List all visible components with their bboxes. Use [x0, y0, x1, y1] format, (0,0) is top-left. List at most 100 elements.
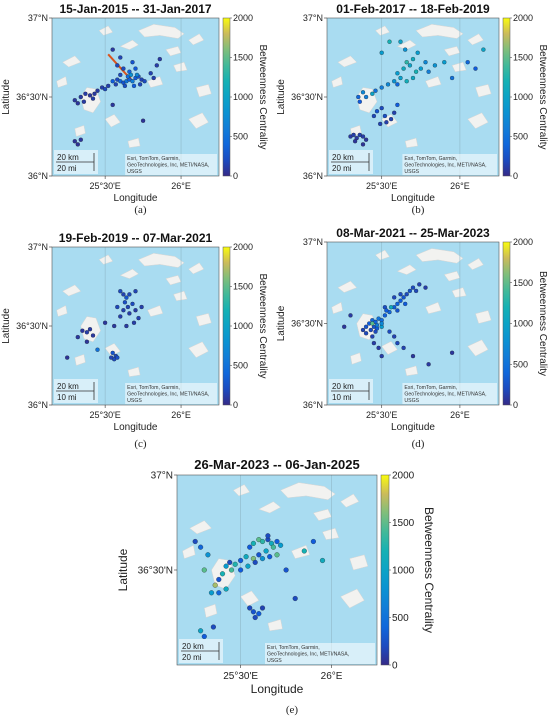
data-point	[122, 300, 128, 305]
scale-km-label: 20 km	[57, 153, 79, 162]
scale-mi-label: 20 mi	[57, 164, 77, 173]
data-point	[410, 285, 416, 290]
data-point	[259, 538, 266, 545]
data-point	[72, 139, 77, 144]
island	[451, 287, 467, 298]
data-point	[130, 301, 135, 307]
data-point	[283, 567, 289, 573]
x-tick-label: 25°30'E	[89, 410, 120, 420]
y-axis-label: Latitude	[1, 308, 12, 344]
data-point	[418, 66, 423, 71]
island	[188, 262, 205, 275]
colorbar	[380, 474, 390, 666]
attribution-box	[402, 154, 497, 175]
data-point	[87, 327, 93, 332]
panel-caption: (b)	[412, 204, 425, 216]
data-point	[121, 66, 126, 71]
colorbar-tick-label: 0	[513, 171, 518, 181]
data-point	[481, 47, 486, 52]
data-point	[410, 353, 416, 359]
data-point	[142, 79, 147, 84]
attribution-box	[265, 643, 375, 664]
data-point	[274, 552, 280, 558]
data-point	[121, 292, 126, 297]
data-point	[228, 567, 235, 573]
data-point	[90, 96, 96, 101]
island	[127, 137, 141, 148]
data-point	[118, 55, 123, 60]
data-point	[125, 304, 131, 310]
data-point	[198, 628, 204, 634]
map-panel-1: 20 km 20 mi Esri, TomTom, Garmin,GeoTechno…	[1, 2, 268, 216]
data-point	[75, 142, 80, 147]
data-point	[356, 94, 361, 100]
data-point	[413, 69, 419, 74]
scale-km-label: 20 km	[332, 153, 354, 162]
y-axis-label: Latitude	[1, 79, 12, 115]
chart-title: 01-Feb-2017 -- 18-Feb-2019	[336, 2, 490, 16]
attribution-line: USGS	[404, 169, 419, 175]
y-tick-label: 37°N	[151, 471, 173, 482]
island	[173, 290, 188, 301]
attribution-box	[402, 383, 497, 404]
data-point	[384, 308, 389, 313]
data-point	[216, 576, 222, 583]
x-axis-label: Longitude	[114, 422, 158, 433]
data-point	[373, 88, 378, 93]
data-point	[92, 91, 97, 96]
colorbar-label: Betweenness Centrality	[537, 271, 548, 376]
data-point	[151, 75, 156, 81]
data-point	[395, 340, 400, 346]
data-point	[118, 289, 123, 294]
colorbar-tick-label: 1000	[392, 566, 415, 577]
data-point	[442, 60, 447, 65]
y-tick-label: 36°30'N	[291, 92, 323, 102]
y-tick-label: 36°30'N	[138, 566, 173, 577]
colorbar-tick-label: 1500	[392, 518, 415, 529]
colorbar-label: Betweenness Centrality	[257, 44, 268, 149]
data-point	[133, 66, 138, 71]
data-point	[401, 66, 406, 71]
data-point	[205, 552, 211, 558]
data-point	[250, 540, 256, 546]
data-point	[95, 88, 100, 93]
colorbar-tick-label: 2000	[233, 13, 253, 23]
scale-km-label: 20 km	[332, 382, 354, 391]
panel-caption: (d)	[412, 438, 425, 450]
island	[337, 55, 358, 68]
y-tick-label: 37°N	[303, 237, 323, 247]
x-tick-label: 25°30'E	[89, 181, 120, 191]
x-tick-label: 26°E	[171, 410, 191, 420]
data-point	[127, 292, 132, 297]
chart-title: 19-Feb-2019 -- 07-Mar-2021	[59, 231, 213, 245]
island	[74, 354, 86, 366]
data-point	[115, 355, 120, 360]
data-point	[87, 93, 93, 98]
data-point	[449, 350, 455, 355]
colorbar-tick-label: 1500	[233, 282, 253, 292]
data-point	[278, 542, 284, 548]
data-point	[388, 305, 394, 310]
data-point	[148, 71, 153, 76]
island	[381, 341, 398, 355]
data-point	[392, 110, 397, 115]
attribution-line: USGS	[404, 398, 419, 404]
data-point	[140, 118, 146, 123]
data-point	[376, 345, 381, 351]
island	[396, 264, 417, 275]
island	[475, 84, 492, 98]
map-panel-4: 20 km 10 mi Esri, TomTom, Garmin,GeoTechno…	[276, 226, 548, 450]
data-point	[385, 82, 391, 87]
data-point	[370, 334, 375, 339]
island	[188, 341, 209, 358]
x-tick-label: 25°30'E	[366, 181, 397, 191]
colorbar-label: Betweenness Centrality	[257, 273, 268, 378]
data-point	[245, 563, 251, 569]
scale-mi-label: 20 mi	[332, 164, 352, 173]
data-point	[75, 334, 80, 340]
y-tick-label: 36°N	[303, 171, 323, 181]
island	[74, 125, 86, 137]
data-point	[370, 321, 375, 326]
attribution-line: USGS	[267, 658, 282, 664]
